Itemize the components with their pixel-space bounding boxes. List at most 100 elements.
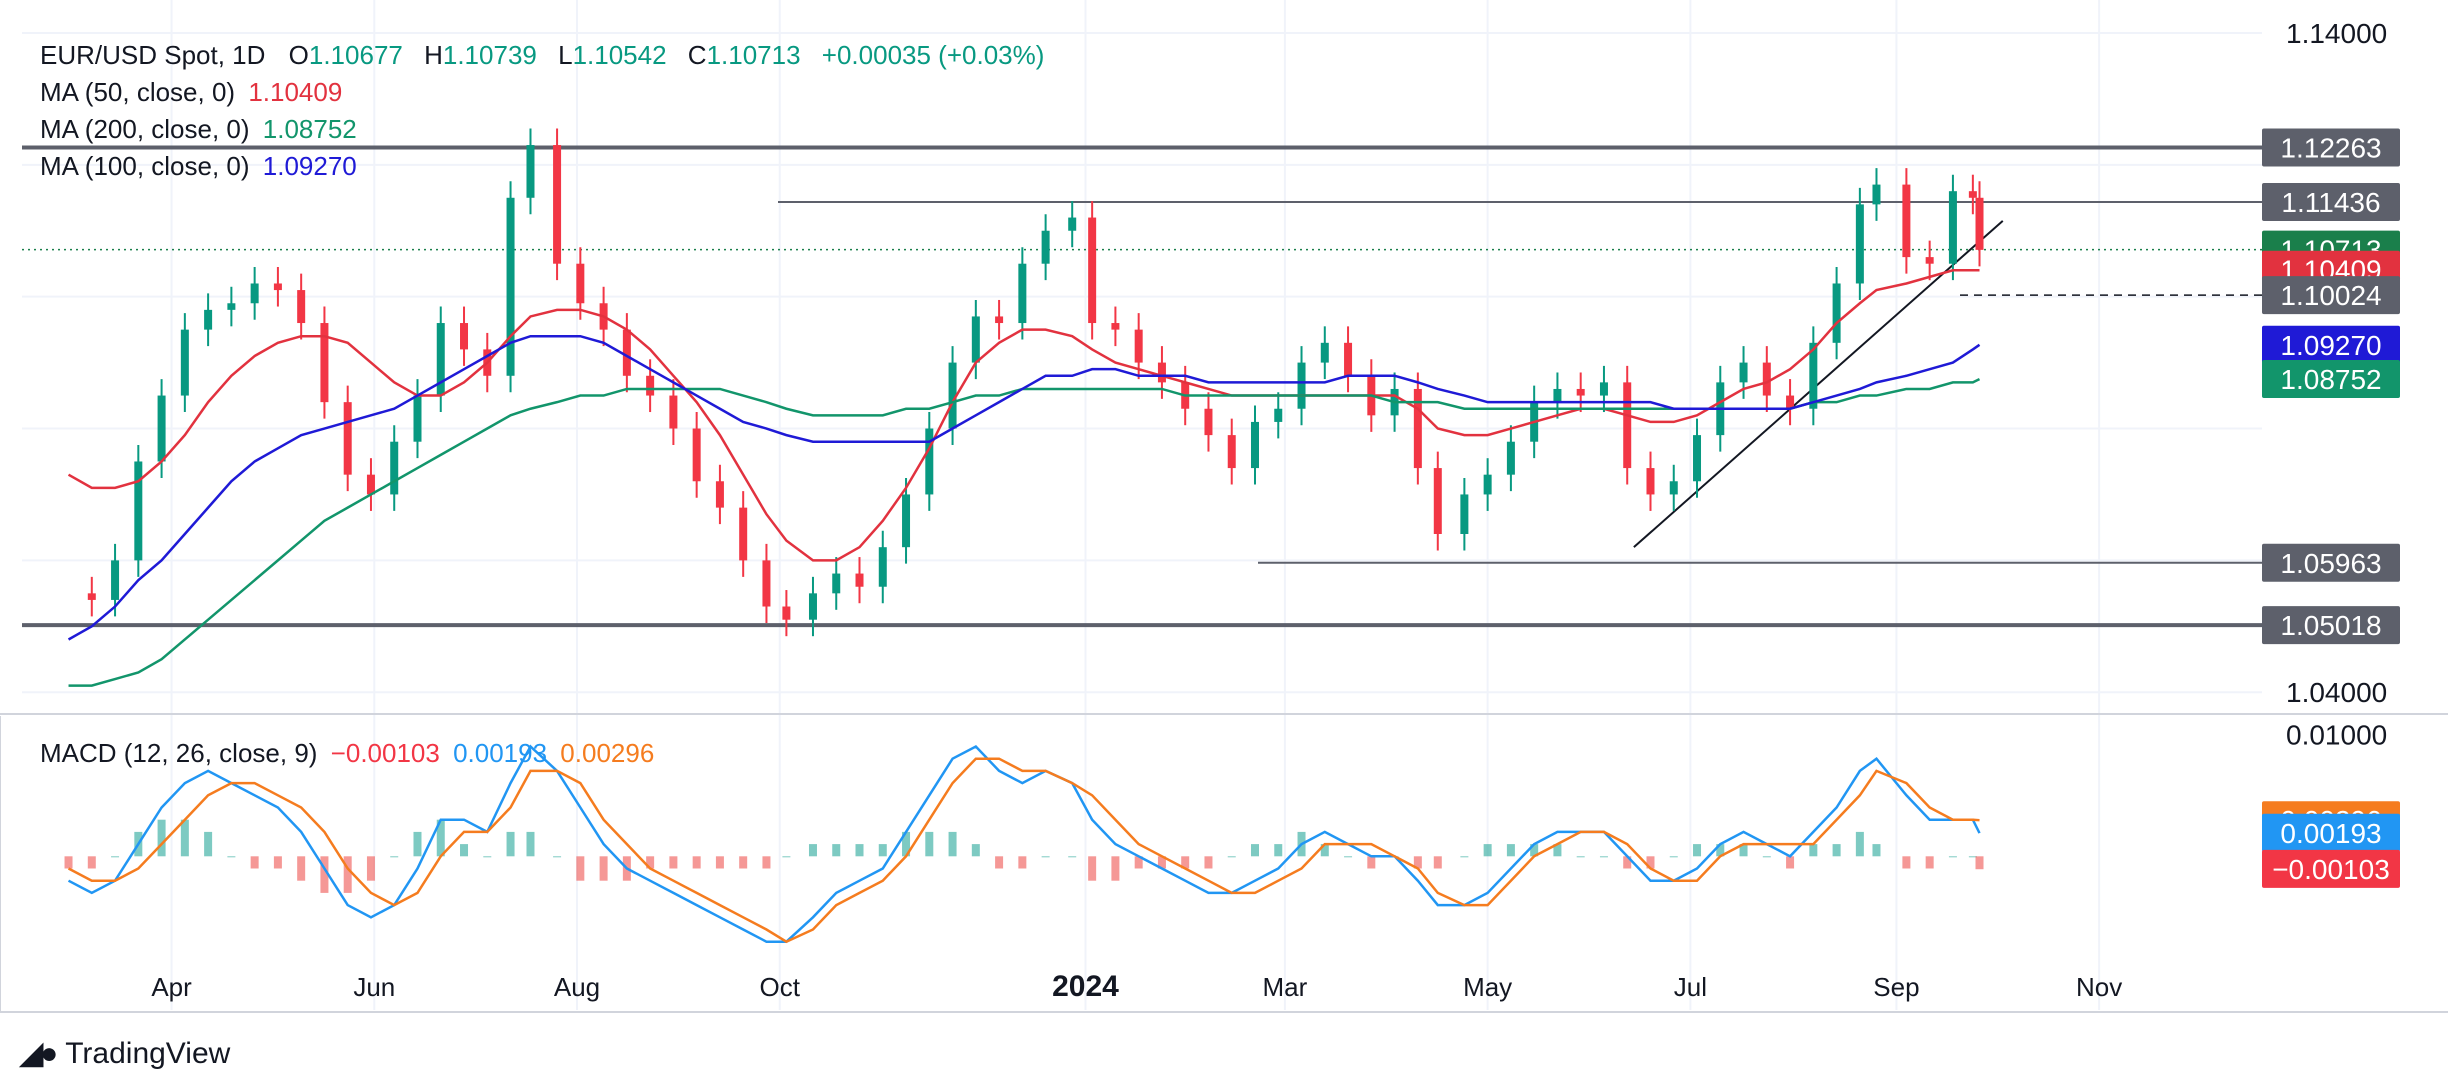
- high-value: 1.10739: [442, 40, 537, 70]
- x-tick-label: Jun: [353, 972, 395, 1002]
- candle-body: [1739, 362, 1748, 383]
- macd-histogram-bar: [297, 856, 306, 881]
- tradingview-logo-icon: ◢●: [20, 1037, 58, 1070]
- symbol-label: EUR/USD Spot, 1D: [40, 40, 266, 70]
- x-tick-label: Aug: [554, 972, 600, 1002]
- candle-body: [1460, 494, 1469, 534]
- ma200-legend[interactable]: MA (200, close, 0) 1.08752: [40, 114, 363, 145]
- macd-histogram-bar: [250, 856, 259, 869]
- macd-histogram-bar: [273, 856, 282, 869]
- symbol-legend: EUR/USD Spot, 1D O1.10677 H1.10739 L1.10…: [40, 40, 1050, 71]
- candle-body: [1041, 230, 1050, 264]
- candle-body: [1576, 388, 1585, 396]
- candle-body: [925, 428, 934, 495]
- macd-histogram-bar: [1553, 844, 1562, 857]
- macd-histogram-bar: [971, 844, 980, 857]
- x-tick-label: 2024: [1052, 970, 1119, 1003]
- macd-histogram-bar: [1460, 856, 1469, 858]
- ma50-legend[interactable]: MA (50, close, 0) 1.10409: [40, 77, 348, 108]
- candle-body: [157, 395, 166, 462]
- macd-histogram-bar: [1530, 844, 1539, 857]
- candle-body: [1018, 263, 1027, 324]
- macd-histogram-bar: [1111, 856, 1120, 881]
- macd-legend[interactable]: MACD (12, 26, close, 9) −0.00103 0.00193…: [40, 738, 660, 769]
- macd-histogram-bar: [1134, 856, 1143, 869]
- candle-body: [855, 573, 864, 587]
- candle-body: [715, 481, 724, 508]
- price-axis-label-bg: [2262, 128, 2400, 167]
- macd-histogram-bar: [878, 844, 887, 857]
- price-axis-label: 1.08752: [2280, 364, 2381, 395]
- macd-hist-value: −0.00103: [330, 738, 440, 768]
- candle-body: [553, 145, 562, 264]
- candle-body: [1669, 481, 1678, 495]
- price-axis-label: 1.09270: [2280, 330, 2381, 361]
- candle-body: [297, 290, 306, 324]
- macd-histogram-bar: [1948, 856, 1957, 858]
- open-value: 1.10677: [308, 40, 403, 70]
- candle-body: [1111, 323, 1120, 330]
- macd-histogram-bar: [715, 856, 724, 869]
- macd-histogram-bar: [1088, 856, 1097, 881]
- candle-body: [1506, 441, 1515, 475]
- candle-body: [878, 547, 887, 587]
- candle-body: [1786, 395, 1795, 409]
- candle-body: [995, 316, 1004, 324]
- price-axis-label: 1.12263: [2280, 132, 2381, 163]
- macd-histogram-bar: [762, 856, 771, 869]
- candle-body: [1157, 362, 1166, 383]
- candle-body: [669, 395, 678, 429]
- macd-histogram-bar: [87, 856, 96, 869]
- macd-histogram-bar: [1320, 844, 1329, 857]
- candle-body: [1413, 388, 1422, 469]
- macd-histogram-bar: [204, 831, 213, 857]
- candle-body: [1227, 435, 1236, 469]
- candle-body: [1553, 388, 1562, 403]
- candle-body: [1204, 408, 1213, 436]
- price-axis-label: 1.10024: [2280, 280, 2381, 311]
- x-tick-label: Sep: [1873, 972, 1919, 1002]
- tradingview-brand: TradingView: [65, 1036, 231, 1070]
- candle-body: [1809, 342, 1818, 409]
- macd-histogram-bar: [390, 856, 399, 858]
- macd-histogram-bar: [808, 844, 817, 857]
- macd-histogram-bar: [1433, 856, 1442, 869]
- macd-histogram-bar: [1018, 856, 1027, 869]
- price-axis-label-bg: [2262, 359, 2400, 398]
- candle-body: [134, 461, 143, 561]
- candle-body: [971, 316, 980, 363]
- macd-histogram-bar: [320, 856, 329, 893]
- candle-body: [250, 283, 259, 304]
- candle-body: [390, 441, 399, 495]
- macd-histogram-bar: [111, 856, 120, 858]
- macd-histogram-bar: [1739, 844, 1748, 857]
- macd-axis-label-bg: [2262, 849, 2400, 888]
- low-label: L: [558, 40, 573, 70]
- ma100-legend[interactable]: MA (100, close, 0) 1.09270: [40, 151, 363, 182]
- candle-body: [87, 593, 96, 600]
- macd-histogram-bar: [1669, 856, 1678, 858]
- high-label: H: [424, 40, 443, 70]
- macd-histogram-bar: [1693, 844, 1702, 857]
- macd-histogram-bar: [506, 831, 515, 857]
- change-value: +0.00035 (+0.03%): [821, 40, 1045, 70]
- x-tick-label: Oct: [760, 972, 801, 1002]
- macd-histogram-bar: [460, 844, 469, 857]
- macd-histogram-bar: [669, 856, 678, 869]
- macd-axis-label: 0.00193: [2280, 818, 2381, 849]
- candle-body: [460, 323, 469, 350]
- macd-histogram-bar: [64, 856, 73, 869]
- candle-body: [576, 263, 585, 304]
- candle-body: [1068, 217, 1077, 231]
- x-tick-label: Apr: [151, 972, 192, 1002]
- macd-histogram-bar: [646, 856, 655, 869]
- ma100-value: 1.09270: [262, 151, 357, 181]
- tradingview-logo[interactable]: ◢● TradingView: [20, 1036, 230, 1071]
- candle-body: [1250, 421, 1259, 469]
- candle-body: [762, 560, 771, 607]
- macd-histogram-bar: [855, 844, 864, 857]
- macd-histogram-bar: [1872, 844, 1881, 857]
- macd-histogram-bar: [343, 856, 352, 893]
